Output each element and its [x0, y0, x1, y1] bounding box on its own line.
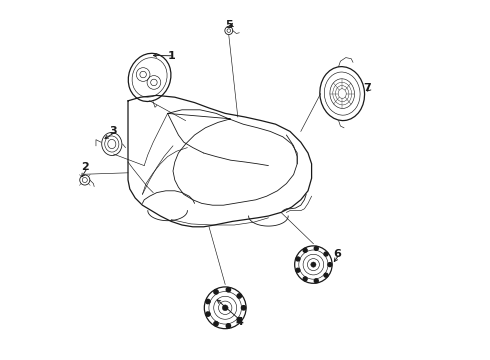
Circle shape — [328, 263, 332, 266]
Text: 6: 6 — [333, 249, 341, 259]
Circle shape — [237, 294, 242, 298]
Circle shape — [303, 248, 307, 252]
Circle shape — [206, 300, 210, 304]
Circle shape — [296, 257, 300, 261]
Circle shape — [314, 279, 318, 283]
Text: 1: 1 — [167, 51, 175, 61]
Text: 7: 7 — [364, 83, 371, 93]
Text: 4: 4 — [236, 317, 244, 327]
Circle shape — [237, 318, 242, 322]
Circle shape — [324, 252, 328, 256]
Text: 2: 2 — [81, 162, 89, 172]
Text: 3: 3 — [110, 126, 118, 136]
Circle shape — [311, 262, 316, 267]
Circle shape — [206, 312, 210, 316]
Circle shape — [314, 246, 318, 250]
Text: 5: 5 — [225, 20, 233, 30]
Circle shape — [242, 306, 245, 310]
Circle shape — [226, 324, 231, 328]
Circle shape — [226, 288, 231, 292]
Circle shape — [296, 268, 300, 272]
Circle shape — [214, 321, 218, 326]
Circle shape — [214, 290, 218, 294]
Circle shape — [222, 305, 228, 311]
Circle shape — [303, 277, 307, 281]
Circle shape — [324, 273, 328, 277]
